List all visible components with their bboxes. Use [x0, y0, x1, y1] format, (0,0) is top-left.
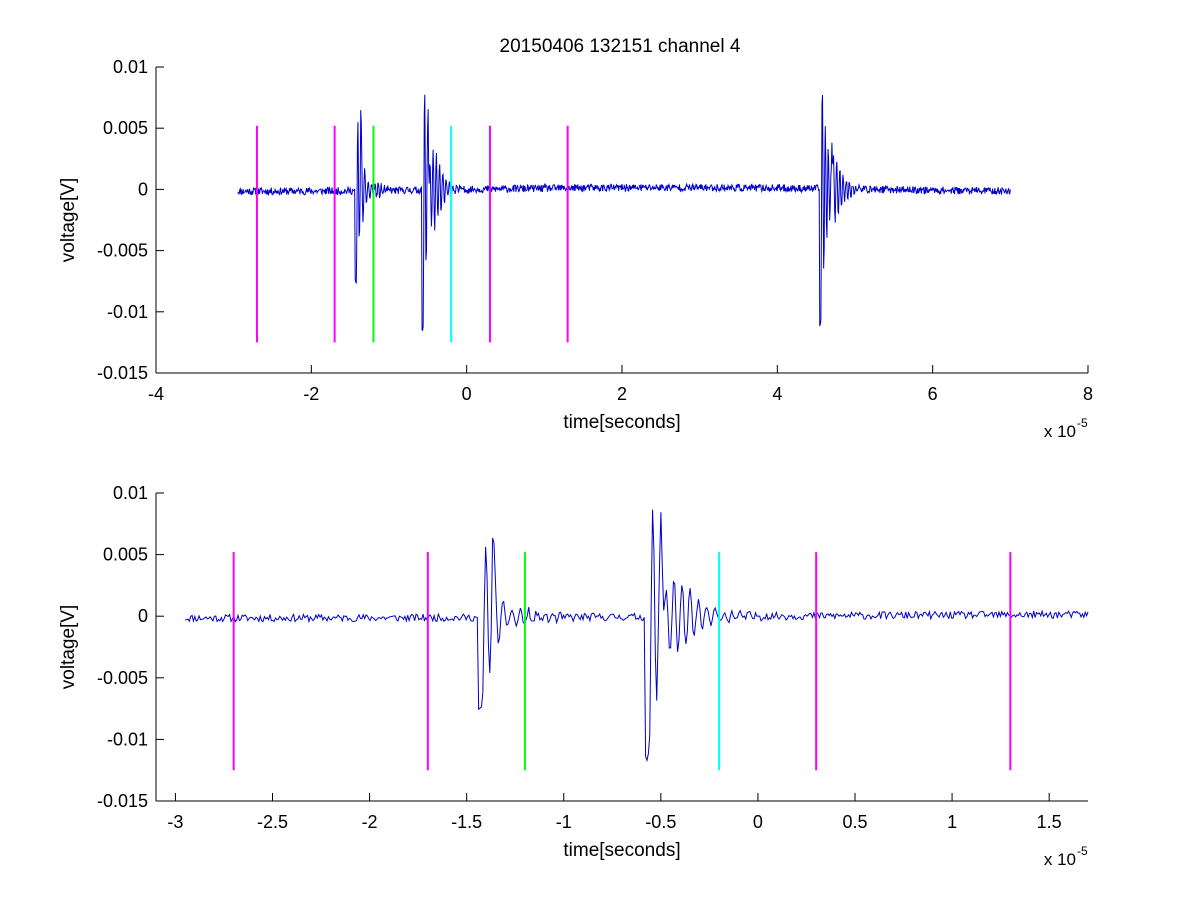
x-tick-label: -1	[556, 812, 572, 832]
x-tick-label: 1.5	[1037, 812, 1062, 832]
x-tick-label: -2.5	[257, 812, 288, 832]
y-tick-label: 0.005	[103, 118, 148, 138]
y-tick-label: -0.015	[97, 363, 148, 383]
y-tick-label: -0.01	[107, 729, 148, 749]
y-tick-label: 0	[138, 179, 148, 199]
plot-top: -0.015 -0.01 -0.005 0 0.005 0.01 -4 -2 0 2 4 6 8 time…	[58, 57, 1093, 441]
x-tick-label: -1.5	[451, 812, 482, 832]
y-tick-label: -0.015	[97, 791, 148, 811]
x-tick-label: -2	[303, 384, 319, 404]
x-tick-label: 0	[753, 812, 763, 832]
x-tick-label: 6	[928, 384, 938, 404]
figure-title: 20150406 132151 channel 4	[500, 36, 741, 57]
x-exponent-label: x 10	[1044, 850, 1076, 869]
x-tick-label: 0.5	[842, 812, 867, 832]
x-tick-label: -2	[362, 812, 378, 832]
y-tick-label: 0.01	[113, 57, 148, 77]
signal-trace	[237, 94, 1011, 332]
y-axis-label: voltage[V]	[58, 605, 79, 690]
y-axis-label: voltage[V]	[58, 178, 79, 263]
y-tick-label: -0.005	[97, 241, 148, 261]
x-tick-label: 1	[947, 812, 957, 832]
x-exponent-label: x 10	[1044, 422, 1076, 441]
x-tick-label: 2	[617, 384, 627, 404]
x-tick-label: 0	[462, 384, 472, 404]
x-exponent-power: -5	[1077, 416, 1088, 430]
signal-trace	[185, 509, 1089, 763]
x-tick-label: -3	[167, 812, 183, 832]
x-axis-label: time[seconds]	[563, 412, 680, 433]
x-tick-label: 8	[1083, 384, 1093, 404]
y-tick-label: -0.01	[107, 302, 148, 322]
y-tick-label: 0	[138, 606, 148, 626]
x-tick-label: -4	[148, 384, 164, 404]
y-tick-label: 0.01	[113, 483, 148, 503]
x-exponent-power: -5	[1077, 844, 1088, 858]
y-tick-label: -0.005	[97, 668, 148, 688]
plot-bottom: -0.015 -0.01 -0.005 0 0.005 0.01 -3 -2.5 -2 -1.5 -…	[58, 483, 1089, 869]
x-axis-label: time[seconds]	[563, 840, 680, 861]
x-tick-label: -0.5	[645, 812, 676, 832]
x-tick-label: 4	[772, 384, 782, 404]
y-tick-label: 0.005	[103, 545, 148, 565]
